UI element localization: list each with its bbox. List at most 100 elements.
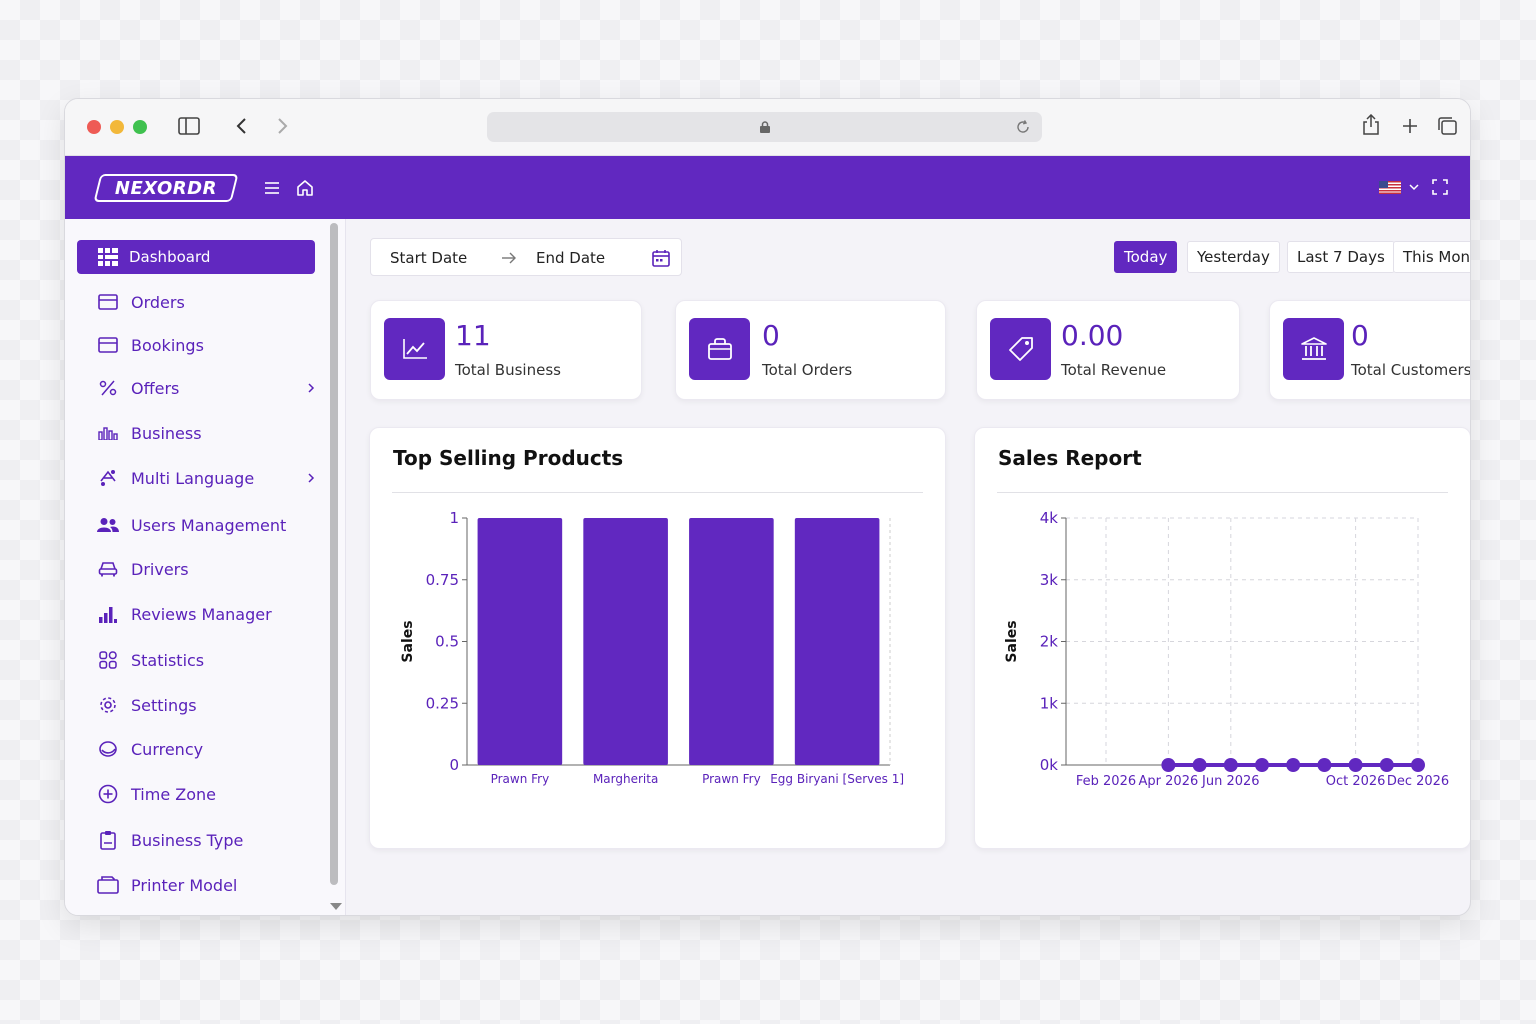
- back-icon[interactable]: [231, 115, 251, 137]
- stat-label: Total Customers: [1351, 361, 1471, 379]
- sidebar-item-printer-model[interactable]: Printer Model: [77, 868, 315, 902]
- chevron-right-icon: [307, 379, 315, 398]
- sidebar-item-label: Reviews Manager: [131, 604, 272, 624]
- sidebar-item-label: Multi Language: [131, 468, 255, 488]
- home-icon[interactable]: [295, 178, 315, 198]
- x-tick-label: Oct 2026: [1326, 774, 1386, 789]
- y-tick-label: 1k: [1040, 694, 1059, 712]
- address-bar[interactable]: [487, 112, 1042, 142]
- data-point: [1223, 758, 1238, 772]
- sidebar-scrollbar[interactable]: [330, 223, 338, 885]
- sidebar-item-label: Orders: [131, 292, 185, 312]
- lock-icon: [759, 119, 771, 135]
- sidebar: Dashboard Orders Bookings Offers Busines…: [65, 219, 346, 915]
- sidebar-item-statistics[interactable]: Statistics: [77, 643, 315, 677]
- scroll-down-arrow-icon[interactable]: [330, 903, 342, 910]
- sidebar-item-label: Offers: [131, 378, 180, 398]
- range-last-7-days-button[interactable]: Last 7 Days: [1287, 241, 1395, 273]
- bar: [477, 518, 563, 765]
- stat-value: 0: [762, 319, 780, 352]
- x-tick-label: Prawn Fry: [491, 772, 550, 786]
- sidebar-item-label: Bookings: [131, 335, 204, 355]
- percent-icon: [97, 377, 119, 399]
- sidebar-item-business-type[interactable]: Business Type: [77, 823, 315, 857]
- range-yesterday-button[interactable]: Yesterday: [1187, 241, 1280, 273]
- browser-window: NEXORDR Dashboard Orders Bookings: [64, 98, 1471, 916]
- sidebar-item-orders[interactable]: Orders: [77, 285, 315, 319]
- brand-name: NEXORDR: [114, 177, 218, 199]
- new-tab-icon[interactable]: [1400, 115, 1420, 137]
- stat-label: Total Revenue: [1061, 361, 1167, 379]
- data-point: [1411, 758, 1425, 772]
- maximize-window-button[interactable]: [133, 120, 147, 134]
- stat-value: 0: [1351, 319, 1369, 352]
- chevron-down-icon[interactable]: [1408, 181, 1420, 193]
- data-point: [1379, 758, 1394, 772]
- sidebar-item-label: Drivers: [131, 559, 189, 579]
- y-tick-label: 3k: [1040, 571, 1059, 589]
- tab-overview-icon[interactable]: [1436, 115, 1458, 137]
- sidebar-item-dashboard[interactable]: Dashboard: [77, 240, 315, 274]
- range-this-month-button[interactable]: This Month: [1393, 241, 1470, 273]
- date-range-picker[interactable]: Start Date End Date: [370, 238, 682, 276]
- close-window-button[interactable]: [87, 120, 101, 134]
- sidebar-item-reviews-manager[interactable]: Reviews Manager: [77, 597, 315, 631]
- menu-icon[interactable]: [263, 179, 281, 197]
- y-axis-label: Sales: [400, 620, 416, 662]
- clipboard-icon: [97, 829, 119, 851]
- tag-icon: [990, 318, 1051, 380]
- users-icon: [97, 514, 119, 536]
- top-selling-panel: Top Selling Products 0 0.25 0.5 0.75 1 Prawn …: [369, 427, 946, 849]
- calendar-icon[interactable]: [652, 249, 670, 267]
- bank-icon: [1283, 318, 1344, 380]
- stat-card-total-business: 11 Total Business: [370, 300, 642, 400]
- car-icon: [97, 558, 119, 580]
- arrow-right-icon: [501, 250, 517, 266]
- bar: [583, 518, 668, 765]
- sidebar-toggle-icon[interactable]: [177, 115, 201, 137]
- us-flag-icon[interactable]: [1379, 180, 1401, 194]
- x-tick-label: Apr 2026: [1139, 774, 1199, 789]
- sidebar-item-multi-language[interactable]: Multi Language: [77, 461, 315, 495]
- gear-icon: [97, 694, 119, 716]
- x-tick-label: Margherita: [593, 772, 658, 786]
- minimize-window-button[interactable]: [110, 120, 124, 134]
- bar: [794, 518, 880, 765]
- divider: [997, 492, 1448, 493]
- x-tick-label: Prawn Fry: [702, 772, 761, 786]
- sidebar-item-settings[interactable]: Settings: [77, 688, 315, 722]
- main-content: Start Date End Date Today Yesterday Last…: [347, 219, 1471, 915]
- data-point: [1286, 758, 1301, 772]
- x-tick-label: Feb 2026: [1076, 774, 1136, 789]
- y-tick-label: 0.75: [426, 571, 459, 589]
- y-tick-label: 0.5: [435, 633, 459, 651]
- reload-icon[interactable]: [1015, 118, 1031, 136]
- sidebar-item-label: Settings: [131, 695, 197, 715]
- share-icon[interactable]: [1361, 113, 1381, 137]
- sidebar-item-drivers[interactable]: Drivers: [77, 552, 315, 586]
- sidebar-item-offers[interactable]: Offers: [77, 371, 315, 405]
- sidebar-item-label: Printer Model: [131, 875, 238, 895]
- panel-title: Sales Report: [998, 446, 1142, 470]
- trend-chart-icon: [384, 318, 445, 380]
- sidebar-item-users-management[interactable]: Users Management: [77, 508, 315, 542]
- stat-value: 0.00: [1061, 319, 1124, 352]
- sidebar-item-label: Business: [131, 423, 202, 443]
- sidebar-item-time-zone[interactable]: Time Zone: [77, 777, 315, 811]
- sales-report-panel: Sales Report 0k 1k 2k 3k 4k Feb 2026 Apr 2026 J…: [974, 427, 1470, 849]
- bar-chart-icon: [97, 422, 119, 444]
- printer-icon: [97, 874, 119, 896]
- sidebar-item-bookings[interactable]: Bookings: [77, 328, 315, 362]
- fullscreen-icon[interactable]: [1431, 178, 1449, 196]
- sidebar-item-business[interactable]: Business: [77, 416, 315, 450]
- sidebar-item-currency[interactable]: Currency: [77, 732, 315, 766]
- coin-icon: [97, 738, 119, 760]
- brand-logo[interactable]: NEXORDR: [93, 174, 239, 202]
- grid-icon: [97, 649, 119, 671]
- x-tick-label: Dec 2026: [1387, 774, 1449, 789]
- y-tick-label: 0k: [1040, 756, 1059, 774]
- forward-icon[interactable]: [273, 115, 293, 137]
- start-date-input[interactable]: Start Date: [390, 249, 468, 267]
- range-today-button[interactable]: Today: [1114, 241, 1178, 273]
- end-date-input[interactable]: End Date: [536, 249, 606, 267]
